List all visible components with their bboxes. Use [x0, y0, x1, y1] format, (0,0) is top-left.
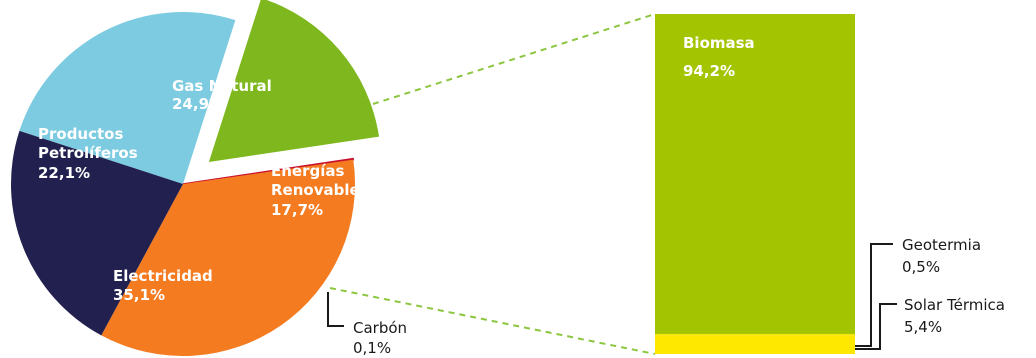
gas-natural-label: Gas Natural	[172, 77, 272, 95]
renewables-stacked-bar	[655, 14, 855, 354]
solar-termica-callout-line	[855, 303, 897, 350]
renovables-label-line1: Energías	[271, 162, 344, 180]
pie-label-renovables: Energías Renovables 17,7%	[271, 162, 369, 219]
gas-natural-value: 24,9%	[172, 95, 224, 113]
pie-chart	[11, 0, 380, 356]
solar-termica-value: 5,4%	[904, 318, 942, 336]
pie-slice-productos-petroliferos	[11, 130, 184, 336]
electricidad-value: 35,1%	[113, 286, 165, 304]
carbon-label: Carbón	[353, 319, 407, 337]
electricidad-label: Electricidad	[113, 267, 213, 285]
pie-slice-energias-renovables	[208, 0, 380, 162]
pie-slice-carbon	[182, 157, 355, 185]
carbon-value: 0,1%	[353, 339, 391, 357]
geotermia-callout-line	[855, 243, 893, 347]
bar-segment-solar-termica	[655, 335, 855, 354]
pie-slice-gas-natural	[19, 12, 236, 185]
renovables-label-line2: Renovables	[271, 181, 369, 199]
connector-line-bottom	[329, 287, 656, 355]
biomasa-value: 94,2%	[683, 62, 735, 80]
bar-segment-geotermia	[655, 333, 855, 336]
pie-label-productos: Productos Petrolíferos 22,1%	[38, 125, 138, 182]
carbon-callout-line	[327, 292, 344, 327]
geotermia-value: 0,5%	[902, 258, 940, 276]
productos-value: 22,1%	[38, 164, 90, 182]
pie-slice-electricidad	[101, 159, 355, 356]
productos-label-line1: Productos	[38, 125, 123, 143]
connector-line-top	[372, 13, 656, 105]
productos-label-line2: Petrolíferos	[38, 144, 138, 162]
renovables-value: 17,7%	[271, 201, 323, 219]
pie-label-electricidad: Electricidad 35,1%	[113, 267, 213, 304]
solar-termica-label: Solar Térmica	[904, 296, 1005, 314]
biomasa-label: Biomasa	[683, 34, 755, 52]
bar-segment-biomasa	[655, 14, 855, 334]
geotermia-label: Geotermia	[902, 236, 981, 254]
pie-label-gas-natural: Gas Natural 24,9%	[172, 77, 272, 113]
